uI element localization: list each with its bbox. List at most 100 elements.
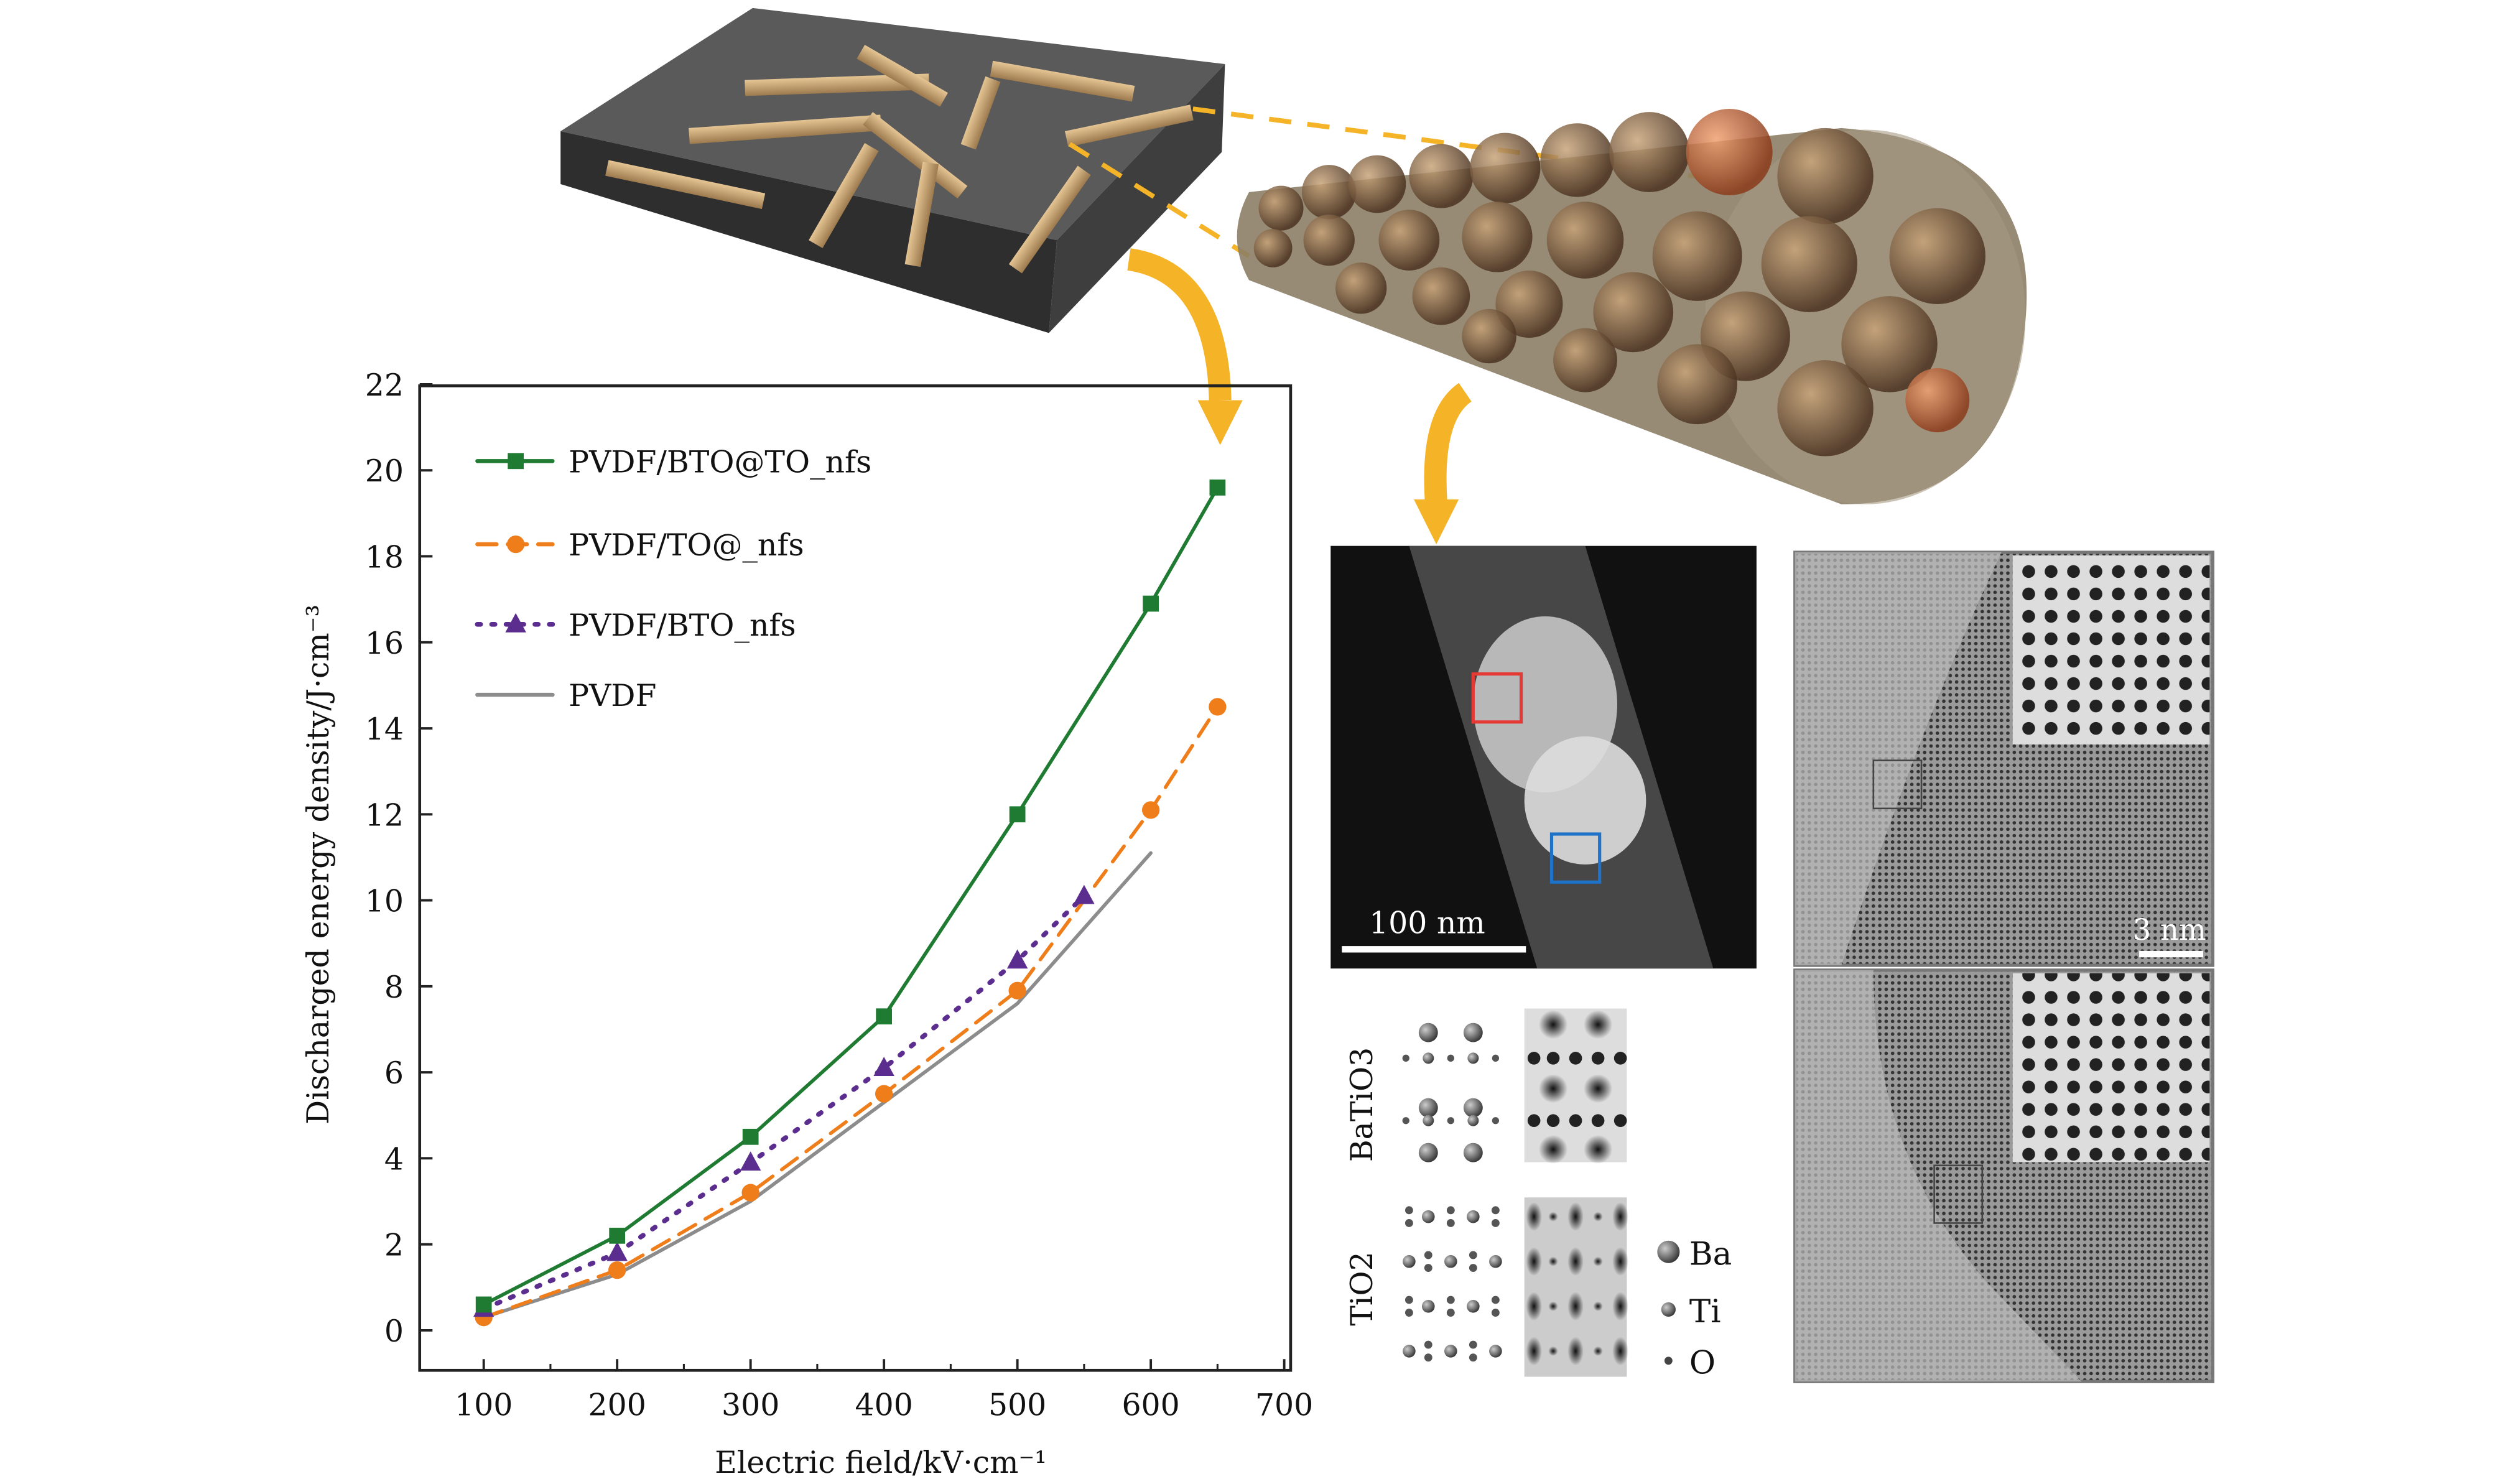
nanoparticle-sphere — [1889, 208, 1985, 305]
legend-o: O — [1689, 1344, 1716, 1381]
simulated-atom-column — [1567, 1337, 1584, 1366]
ti-atom — [1421, 1300, 1435, 1313]
y-tick-label: 12 — [365, 797, 404, 833]
nanoparticle-sphere — [1841, 296, 1938, 392]
nanoparticle-sphere — [1258, 185, 1304, 231]
o-atom — [1446, 1219, 1455, 1227]
nanoparticle-sphere — [1553, 328, 1617, 392]
o-atom — [1492, 1054, 1500, 1062]
o-atom — [1491, 1219, 1500, 1227]
o-atom — [1424, 1340, 1432, 1349]
simulated-atom-column — [1538, 1134, 1568, 1164]
nanoparticle-sphere — [1609, 112, 1689, 192]
legend-item: PVDF/BTO_nfs — [475, 608, 796, 643]
simulated-atom-column — [1526, 1202, 1543, 1231]
ti-atom — [1403, 1345, 1416, 1358]
series-line — [481, 851, 1153, 1319]
ti-atom — [1423, 1052, 1434, 1064]
ba-atom-icon — [1657, 1240, 1680, 1263]
curved-arrow-to-tem — [1414, 383, 1472, 545]
simulated-atom-column — [1538, 1074, 1568, 1103]
nanoparticle-sphere — [1409, 144, 1474, 208]
nanoparticle-sphere — [1470, 132, 1541, 203]
data-point — [876, 1008, 893, 1025]
data-point — [740, 1151, 761, 1171]
ti-atom — [1467, 1300, 1480, 1313]
simulated-atom-column — [1567, 1202, 1584, 1231]
atom-legend: Ba Ti O — [1657, 1235, 1732, 1381]
y-tick-label: 2 — [384, 1228, 404, 1263]
ba-atom — [1418, 1098, 1438, 1118]
nanoparticle-sphere — [1905, 368, 1970, 432]
simulated-atom-column — [1593, 1212, 1603, 1222]
o-atom-icon — [1664, 1356, 1673, 1365]
data-point — [875, 1085, 893, 1103]
ti-atom — [1467, 1210, 1480, 1223]
ti-atom-icon — [1661, 1302, 1676, 1317]
ti-atom — [1444, 1345, 1457, 1358]
y-tick-label: 8 — [384, 970, 404, 1005]
plot-frame — [418, 384, 1293, 1372]
energy-density-chart: 100 200 300 400 500 600 700 0 2 4 6 8 10 12 14 16 18 20 22… — [300, 368, 1313, 1480]
o-atom — [1447, 1117, 1454, 1125]
simulated-atom-column — [1526, 1337, 1543, 1366]
y-tick-label: 18 — [365, 539, 404, 575]
x-tick-label: 300 — [722, 1387, 779, 1422]
y-tick-label: 6 — [384, 1055, 404, 1091]
o-atom — [1446, 1309, 1455, 1317]
legend-label: PVDF/BTO@TO_nfs — [569, 444, 871, 480]
y-tick-label: 20 — [365, 453, 404, 489]
simulated-atom-column — [1613, 1114, 1627, 1128]
legend-marker — [507, 535, 525, 554]
legend-item: PVDF/TO@_nfs — [475, 527, 804, 563]
o-atom — [1405, 1219, 1413, 1227]
simulated-atom-column — [1548, 1346, 1558, 1356]
series-pvdf-bto-to-nfs — [475, 479, 1226, 1313]
simulated-atom-column — [1569, 1052, 1582, 1065]
o-atom — [1405, 1206, 1413, 1215]
simulated-atom-column — [1569, 1114, 1582, 1128]
series-line — [481, 893, 1087, 1312]
simulated-atom-column — [1612, 1292, 1629, 1321]
data-point — [1141, 801, 1160, 819]
simulated-atom-column — [1583, 1074, 1613, 1103]
series-pvdf-to-nfs — [475, 698, 1227, 1327]
simulated-atom-column — [1526, 1292, 1543, 1321]
ba-atom — [1463, 1143, 1483, 1162]
simulated-atom-column — [1612, 1202, 1629, 1231]
o-atom — [1446, 1206, 1455, 1215]
legend-label: PVDF/TO@_nfs — [569, 527, 804, 563]
o-atom — [1405, 1309, 1413, 1317]
nanoparticle-sphere — [1657, 344, 1738, 425]
simulated-atom-column — [1548, 1256, 1558, 1266]
simulated-atom-column — [1527, 1114, 1541, 1128]
simulated-atom-column — [1591, 1052, 1605, 1065]
x-axis-label: Electric field/kV·cm⁻¹ — [715, 1445, 1047, 1480]
hrtem-image-top: 3 nm — [1793, 550, 2215, 967]
simulated-atom-column — [1526, 1247, 1543, 1276]
simulated-atom-column — [1583, 1134, 1613, 1164]
hrtem-image-bottom — [1793, 968, 2215, 1383]
o-atom — [1424, 1264, 1432, 1272]
y-tick-label: 4 — [384, 1141, 404, 1177]
simulated-atom-column — [1548, 1212, 1558, 1222]
nanoparticle-sphere — [1777, 360, 1874, 457]
data-point — [742, 1128, 759, 1145]
nanoparticle-sphere — [1348, 155, 1406, 213]
data-point — [1074, 884, 1095, 904]
ti-atom — [1467, 1115, 1479, 1126]
ti-atom — [1421, 1210, 1435, 1223]
data-point — [1209, 698, 1227, 716]
legend-item: PVDF — [475, 678, 656, 713]
legend-item: PVDF/BTO@TO_nfs — [475, 444, 871, 480]
nanoparticle-sphere — [1253, 229, 1293, 267]
y-axis-label: Discharged energy density/J·cm⁻³ — [300, 605, 336, 1125]
o-atom — [1491, 1309, 1500, 1317]
series-line — [481, 705, 1220, 1319]
data-point — [609, 1227, 626, 1244]
nanoparticle-sphere — [1540, 123, 1614, 197]
legend-marker — [505, 613, 526, 633]
ba-atom — [1463, 1023, 1483, 1042]
nanoparticle-sphere — [1495, 270, 1563, 338]
tio2-label: TiO2 — [1344, 1251, 1380, 1325]
